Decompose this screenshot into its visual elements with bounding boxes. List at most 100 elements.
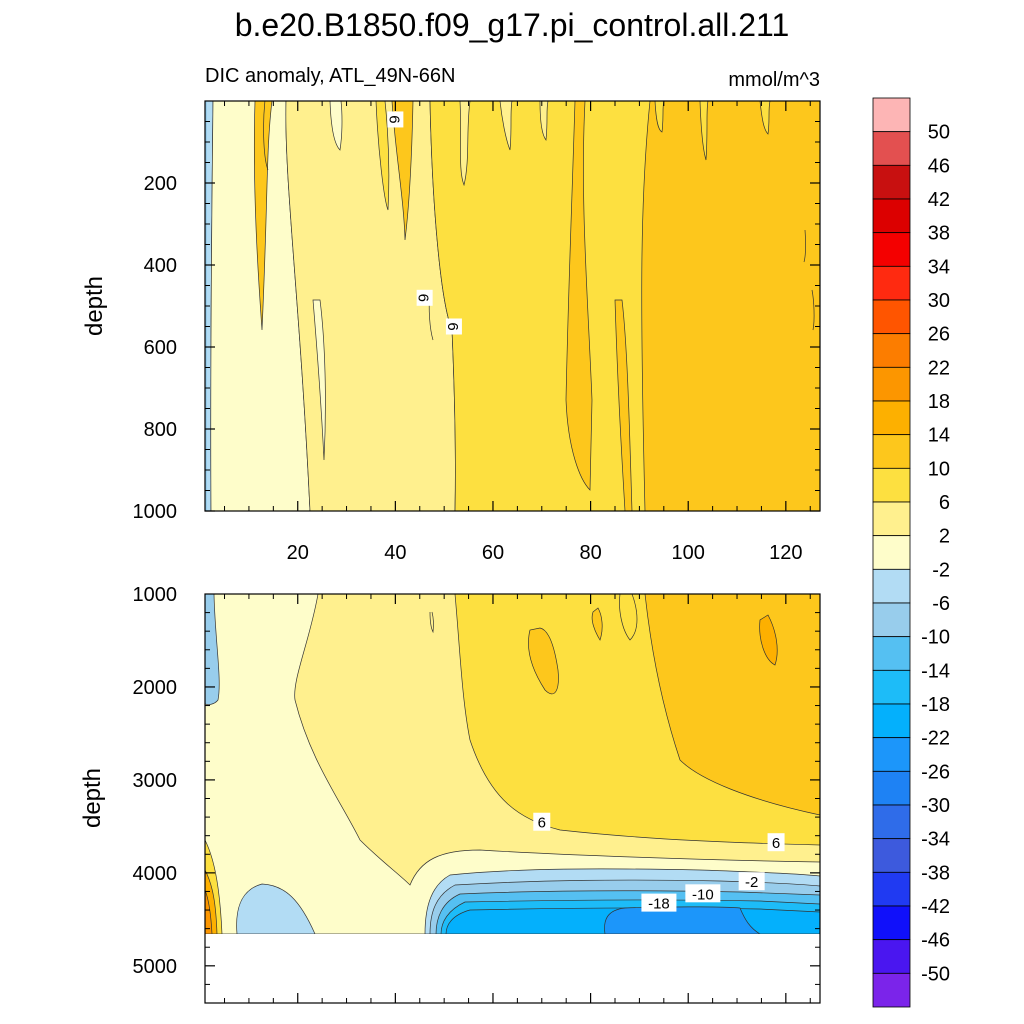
upper-y-tick-label: 400 (144, 255, 177, 277)
colorbar-label: -10 (921, 627, 950, 649)
upper-contour-fill (205, 101, 820, 511)
upper-contour-label: 6 (385, 111, 404, 128)
upper-y-tick-label: 200 (144, 173, 177, 195)
colorbar-swatch (872, 434, 911, 469)
upper-contour-label-text: 6 (415, 294, 432, 302)
colorbar-swatch (872, 871, 911, 907)
colorbar-label: -22 (921, 728, 950, 750)
lower-contour-label-text: -10 (692, 886, 714, 903)
colorbar-swatch (872, 636, 911, 671)
colorbar-label: 30 (928, 290, 950, 312)
colorbar-label: 10 (928, 458, 950, 480)
colorbar-label: -2 (932, 559, 950, 581)
upper-y-axis-label: depth (81, 276, 108, 336)
colorbar-label: -30 (921, 795, 950, 817)
lower-no-data-region (205, 934, 820, 1003)
colorbar-swatch (872, 400, 911, 436)
upper-axes: 20 40 60 80 100 120 200 400 600 800 1000 (133, 101, 820, 564)
colorbar-label: -26 (921, 761, 950, 783)
colorbar-swatch (872, 737, 911, 772)
upper-y-tick-label: 1000 (133, 501, 178, 523)
lower-y-tick-label: 4000 (133, 863, 178, 885)
colorbar-label: 46 (928, 155, 950, 177)
colorbar-swatch (872, 535, 911, 570)
colorbar-label: 42 (928, 189, 950, 211)
upper-x-tick-label: 20 (287, 542, 309, 564)
upper-contour-label-text: 6 (385, 115, 402, 123)
upper-x-tick-label: 40 (384, 542, 406, 564)
colorbar-swatch (872, 333, 911, 368)
colorbar-swatch (872, 232, 911, 267)
upper-contour-label-bg (445, 318, 462, 335)
upper-x-tick-label: 80 (579, 542, 601, 564)
lower-axes: 1000 2000 3000 4000 5000 (133, 584, 820, 1004)
upper-contour-labels: 6 6 6 (385, 111, 462, 335)
lower-contour-label-bg (641, 893, 677, 912)
lower-panel: 1000 2000 3000 4000 5000 6 6 -2 -10 -18 depth (79, 584, 821, 1004)
upper-contour-label-text: 6 (444, 322, 461, 330)
upper-x-tick-label: 60 (482, 542, 504, 564)
lower-contour-label-bg (533, 812, 551, 831)
colorbar-label: -42 (921, 896, 950, 918)
colorbar-label: -34 (921, 829, 950, 851)
lower-contour-label: -10 (685, 884, 721, 903)
lower-contour-label-text: -18 (648, 896, 670, 913)
colorbar-label: -6 (932, 593, 950, 615)
colorbar-label: -38 (921, 862, 950, 884)
upper-panel: 20 40 60 80 100 120 200 400 600 800 1000 6 6 6 depth (81, 100, 821, 564)
colorbar-swatch (872, 568, 911, 604)
lower-contour-label: 6 (533, 812, 551, 832)
colorbar-swatch (872, 164, 911, 200)
colorbar-label: 6 (939, 492, 950, 514)
upper-x-tick-label: 120 (769, 542, 802, 564)
colorbar-label: 34 (928, 256, 950, 278)
colorbar-label: 50 (928, 122, 950, 144)
lower-y-tick-label: 1000 (133, 584, 178, 606)
colorbar-label: -46 (921, 930, 950, 952)
colorbar-swatch (872, 467, 911, 503)
colorbar-swatch (872, 366, 911, 402)
lower-y-tick-label: 3000 (133, 770, 178, 792)
lower-contour-label: -18 (641, 893, 677, 913)
colorbar-swatch (872, 770, 911, 806)
lower-y-tick-label: 5000 (133, 956, 178, 978)
subtitle-units: mmol/m^3 (728, 69, 820, 91)
colorbar-label: 26 (928, 324, 950, 346)
colorbar-swatch (872, 97, 911, 133)
colorbar-swatch (872, 131, 911, 166)
colorbar-label: -18 (921, 694, 950, 716)
lower-contour-label-bg (685, 884, 721, 903)
colorbar-swatch (872, 501, 911, 537)
colorbar-label: -50 (921, 963, 950, 985)
lower-contour-label-text: -2 (745, 874, 758, 891)
colorbar-swatch (872, 265, 911, 301)
colorbar: 50 46 42 38 34 30 26 22 18 14 10 6 2 -2 -6 -10 -14 -18 -22… (872, 97, 950, 1008)
upper-contour-label: 6 (415, 289, 433, 306)
upper-y-tick-label: 800 (144, 419, 177, 441)
lower-contour-fill (205, 594, 820, 934)
upper-y-tick-label: 600 (144, 337, 177, 359)
lower-y-tick-label: 2000 (133, 677, 178, 699)
lower-contour-label-bg (738, 872, 765, 891)
colorbar-swatch (872, 838, 911, 873)
upper-contour-label-bg (387, 111, 404, 128)
figure-title: b.e20.B1850.f09_g17.pi_control.all.211 (235, 7, 790, 43)
colorbar-swatch (872, 972, 911, 1008)
lower-y-axis-label: depth (79, 768, 106, 828)
subtitle-left: DIC anomaly, ATL_49N-66N (205, 65, 455, 87)
upper-x-tick-label: 100 (672, 542, 705, 564)
lower-contour-label-text: 6 (538, 815, 546, 832)
colorbar-label: 22 (928, 357, 950, 379)
colorbar-label: 18 (928, 391, 950, 413)
lower-contour-labels: 6 6 -2 -10 -18 (533, 812, 785, 913)
lower-contour-label: -2 (738, 872, 765, 891)
colorbar-label: -14 (921, 660, 950, 682)
colorbar-swatch (872, 198, 911, 234)
colorbar-label: 14 (928, 425, 950, 447)
lower-contour-label: 6 (767, 833, 785, 852)
colorbar-swatch (872, 703, 911, 739)
colorbar-label: 38 (928, 223, 950, 245)
lower-contour-label-text: 6 (772, 835, 780, 852)
lower-contour-label-bg (767, 833, 785, 852)
